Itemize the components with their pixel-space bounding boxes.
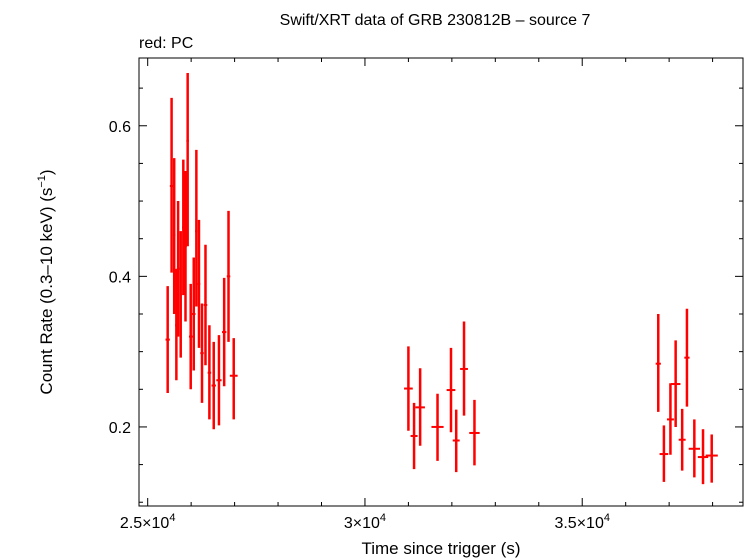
data-point <box>659 425 669 482</box>
data-point <box>431 393 444 461</box>
data-point <box>182 159 185 296</box>
data-point <box>688 419 700 478</box>
y-axis-label-main: Count Rate (0.3–10 keV) (s <box>37 188 56 395</box>
x-axis-label: Time since trigger (s) <box>361 539 520 558</box>
data-point <box>670 340 681 427</box>
data-point <box>165 286 170 394</box>
data-point <box>197 219 201 348</box>
data-point <box>415 368 425 446</box>
data-point <box>705 434 718 483</box>
data-point <box>666 383 674 455</box>
data-point <box>410 402 418 470</box>
data-point <box>169 97 174 273</box>
data-point <box>200 303 204 403</box>
data-point <box>179 231 183 358</box>
data-point <box>192 257 196 371</box>
data-point <box>684 308 690 407</box>
data-point <box>188 283 193 390</box>
data-point <box>655 314 661 412</box>
data-point <box>697 429 709 485</box>
data-point <box>469 399 480 466</box>
data-point <box>452 409 460 473</box>
chart-subtitle: red: PC <box>139 35 193 52</box>
data-point <box>211 341 216 430</box>
y-axis-label-exp: −1 <box>36 175 48 188</box>
data-point <box>460 321 468 416</box>
axis-ticks: 2.5×104 3×104 3.5×104 0.2 0.4 0.6 <box>109 58 743 532</box>
x-tick-label: 2.5×104 <box>120 512 176 532</box>
data-point <box>404 346 413 431</box>
data-point <box>176 201 180 337</box>
data-points <box>165 73 718 485</box>
x-tick-label: 3×104 <box>344 512 386 532</box>
data-point <box>229 338 238 420</box>
data-point <box>226 210 231 342</box>
data-point <box>678 408 686 471</box>
y-axis-label-tail: ) <box>37 169 56 175</box>
data-point <box>195 149 198 307</box>
y-axis-label: Count Rate (0.3–10 keV) (s−1) <box>36 169 56 394</box>
data-point <box>446 347 456 433</box>
y-tick-label: 0.6 <box>109 119 131 136</box>
data-point <box>186 73 189 247</box>
x-tick-label: 3.5×104 <box>554 512 610 532</box>
y-tick-label: 0.4 <box>109 269 131 286</box>
data-point <box>207 325 212 420</box>
data-point <box>221 277 227 387</box>
data-point <box>216 335 222 426</box>
plot-frame <box>138 57 744 507</box>
chart-title: Swift/XRT data of GRB 230812B – source 7 <box>280 12 591 29</box>
data-point <box>172 158 176 314</box>
data-point <box>203 244 208 366</box>
data-point <box>184 170 187 322</box>
y-tick-label: 0.2 <box>109 420 131 437</box>
